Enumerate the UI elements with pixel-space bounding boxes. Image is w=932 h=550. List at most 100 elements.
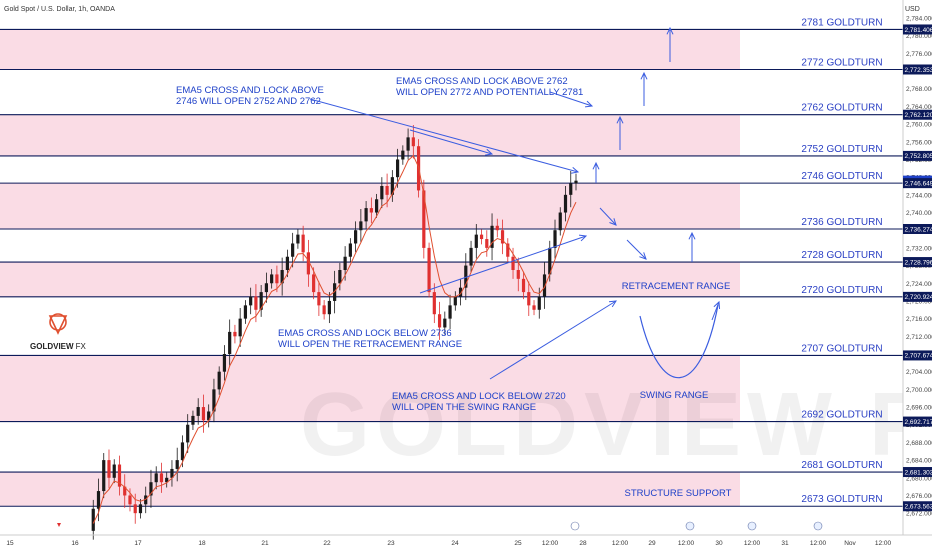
y-tick-0: 2,784.000 — [906, 16, 932, 23]
arrow-pointer-4 — [489, 300, 617, 380]
candle-body — [275, 274, 279, 284]
candle-body — [485, 239, 489, 248]
arrow-up-1 — [592, 161, 600, 183]
candle-body — [432, 292, 436, 315]
arrow-pointer-4-head — [608, 300, 617, 308]
flag-icon-circle — [813, 521, 823, 531]
candle-body — [102, 460, 106, 492]
y-tick-22: 2,696.000 — [906, 405, 932, 412]
price-axis-bg — [903, 0, 932, 550]
price-tag-text-5: 2,746.649 — [905, 180, 932, 187]
candle-body — [317, 292, 321, 306]
level-label-7: 2720 GOLDTURN — [801, 285, 882, 296]
candle-body — [144, 495, 148, 505]
marker-down-icon — [57, 523, 61, 527]
candle-body — [437, 314, 442, 328]
arrow-pointer-2-head — [584, 100, 594, 108]
candle-body — [490, 225, 494, 248]
candle-body — [521, 278, 526, 293]
candle-body — [395, 159, 400, 178]
candle-body — [390, 177, 394, 195]
y-tick-15: 2,724.000 — [906, 281, 932, 288]
candle-body — [548, 247, 552, 275]
price-tag-11 — [903, 467, 932, 478]
level-label-3: 2752 GOLDTURN — [801, 144, 882, 155]
candle-body — [537, 296, 541, 310]
level-label-1: 2772 GOLDTURN — [801, 57, 882, 68]
arrow-up-1-head — [592, 161, 600, 170]
price-tags: 2,781.406 2,772.353 2,762.120 2,752.805 2,74… — [903, 24, 932, 512]
level-lines — [0, 28, 903, 507]
price-tag-text-0: 2,781.406 — [905, 27, 932, 34]
candle-body — [359, 221, 363, 231]
candle-body — [128, 495, 132, 505]
candle-body — [327, 300, 331, 315]
candle-body — [422, 190, 426, 248]
candle-body — [191, 415, 195, 425]
candle-body — [411, 137, 415, 147]
arrow-wedge-top — [409, 129, 494, 156]
candle-body — [401, 150, 405, 160]
level-label-4: 2746 GOLDTURN — [801, 171, 882, 182]
candle-body — [563, 194, 568, 213]
price-tag-12 — [903, 501, 932, 512]
price-tag-8 — [903, 291, 932, 302]
x-tick-2: 17 — [134, 540, 142, 547]
candle-body — [558, 212, 562, 231]
zone-2 — [0, 183, 740, 229]
candle-body — [306, 252, 310, 275]
candle-body — [175, 460, 179, 469]
candle-body — [553, 230, 557, 248]
candle-body — [159, 473, 164, 483]
candle-body — [291, 243, 295, 257]
chart-title: Gold Spot / U.S. Dollar, 1h, OANDA — [4, 6, 115, 13]
y-tick-24: 2,688.000 — [906, 440, 932, 447]
y-tick-26: 2,680.000 — [906, 475, 932, 482]
y-tick-1: 2,780.000 — [906, 33, 932, 40]
level-label-6: 2728 GOLDTURN — [801, 250, 882, 261]
candle-body — [149, 482, 153, 496]
arrow-up-5-head — [688, 231, 696, 240]
price-tag-5 — [903, 178, 932, 189]
candle-body — [243, 305, 248, 319]
candle-body — [364, 208, 368, 222]
candle-body — [458, 287, 463, 297]
candle-body — [180, 442, 185, 461]
logo-brand-left: GOLDVIEW — [30, 342, 74, 351]
candle-body — [322, 305, 326, 315]
candle-body — [238, 318, 242, 337]
y-tick-10: 2,744.000 — [906, 192, 932, 199]
logo-brand-right: FX — [76, 342, 87, 351]
arrow-pointer-2 — [549, 91, 594, 108]
candle-body — [107, 460, 111, 478]
flag-icon-circle — [747, 521, 757, 531]
arrow-up-2 — [616, 115, 624, 150]
price-tag-text-6: 2,736.274 — [905, 226, 932, 233]
arrow-pointer-3-head — [578, 234, 588, 242]
arrow-pointer-1 — [309, 98, 580, 174]
watermark: GOLDVIEW F — [300, 375, 930, 475]
lightning-icon — [570, 521, 580, 531]
x-tick-11: 12:00 — [612, 540, 629, 547]
candle-body — [196, 407, 200, 416]
arrow-down-1-head — [609, 218, 617, 226]
arrow-down-2-head — [639, 252, 647, 260]
price-tag-0 — [903, 24, 932, 35]
x-tick-5: 22 — [323, 540, 331, 547]
x-tick-7: 24 — [451, 540, 459, 547]
level-labels: 2781 GOLDTURN 2772 GOLDTURN 2762 GOLDTURN 2… — [801, 17, 882, 505]
candle-body — [527, 292, 531, 306]
annotation-0-line-0: EMA5 CROSS AND LOCK ABOVE — [176, 85, 324, 96]
candle-body — [453, 296, 457, 306]
annotation-2-line-1: WILL OPEN THE RETRACEMENT RANGE — [278, 339, 462, 350]
candle-body — [406, 137, 410, 151]
arrow-down-1 — [599, 207, 617, 226]
x-tick-17: 12:00 — [810, 540, 827, 547]
price-tag-text-8: 2,720.924 — [905, 294, 932, 301]
level-label-10: 2681 GOLDTURN — [801, 460, 882, 471]
candle-body — [495, 225, 499, 231]
candle-body — [165, 477, 169, 483]
arrow-up-2-head — [616, 115, 624, 124]
